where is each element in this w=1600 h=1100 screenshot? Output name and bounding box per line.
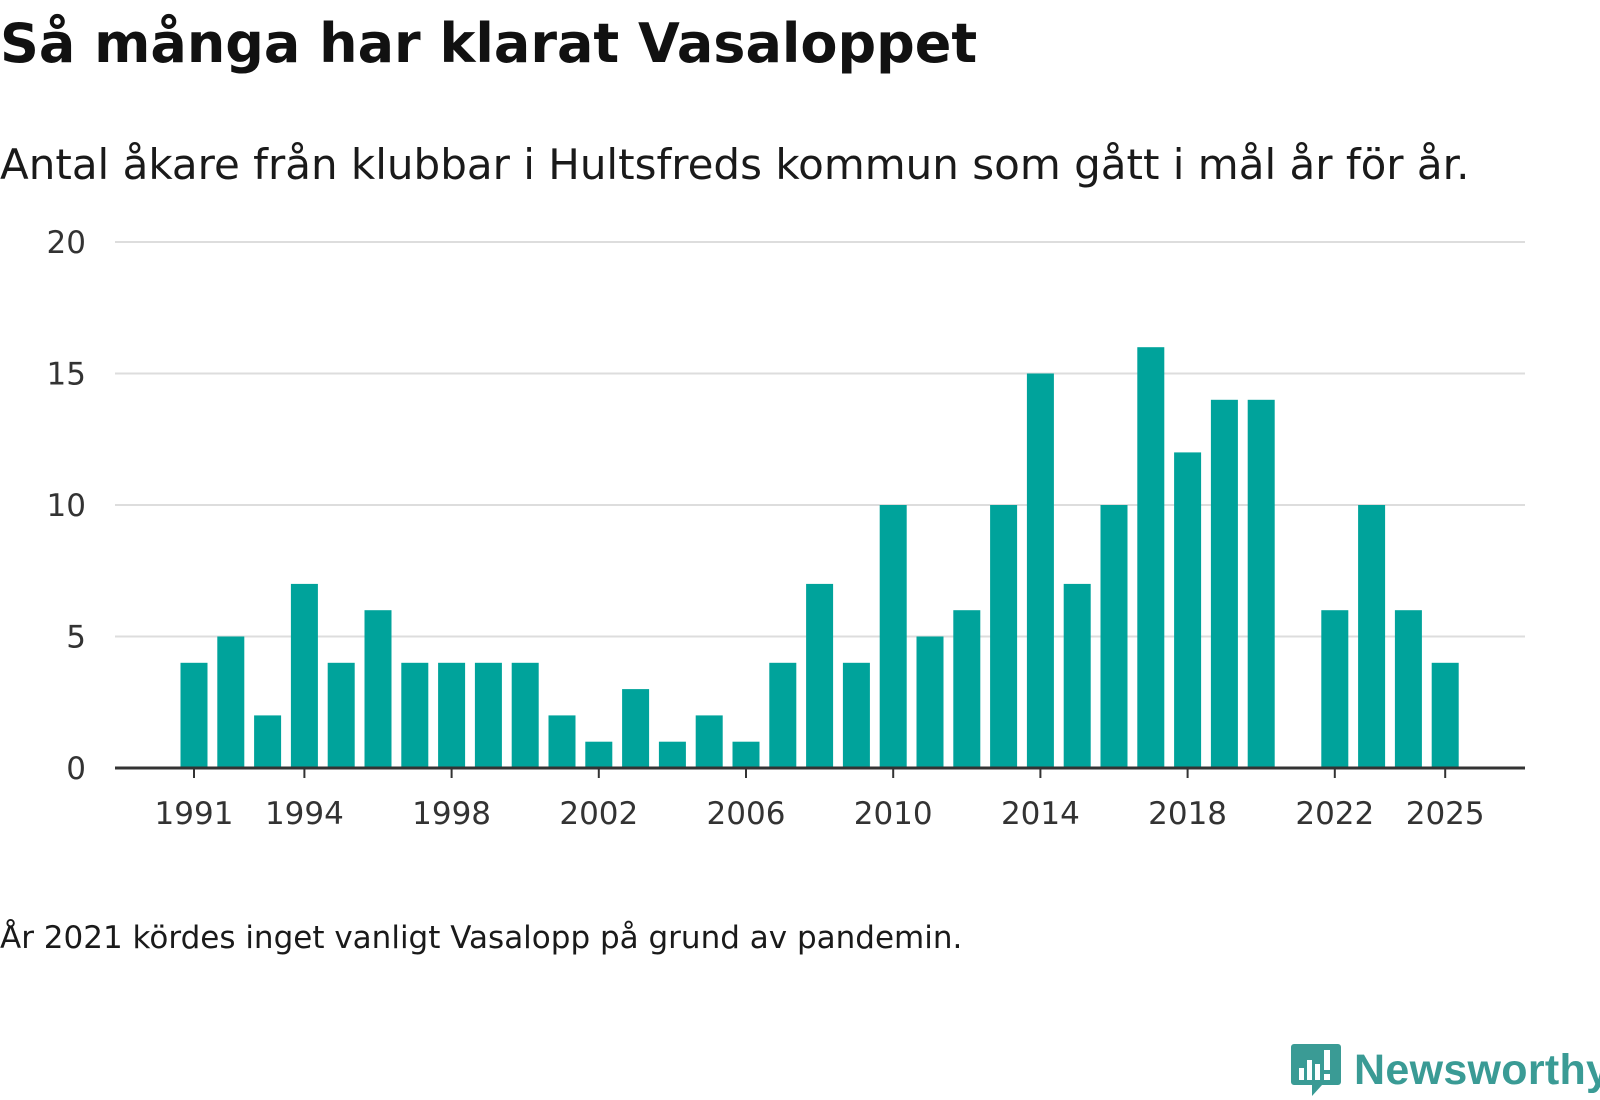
bar-1997 bbox=[401, 662, 429, 768]
gridlines bbox=[115, 241, 1525, 638]
x-tick-label: 2006 bbox=[707, 796, 786, 832]
bar-2018 bbox=[1174, 452, 1202, 768]
bar-1995 bbox=[327, 662, 355, 768]
bar-2012 bbox=[953, 610, 981, 768]
y-axis-labels: 0 5 10 15 20 bbox=[47, 225, 86, 787]
bar-2023 bbox=[1358, 505, 1386, 768]
x-tick-label: 2025 bbox=[1406, 796, 1485, 832]
y-tick-label: 5 bbox=[66, 620, 86, 656]
bar-2002 bbox=[585, 741, 613, 768]
bar-2006 bbox=[732, 741, 760, 768]
bar-chart: 1991 1994 1998 2002 2006 2010 2014 2018 2022 2025… bbox=[47, 225, 1525, 832]
y-tick-label: 20 bbox=[47, 225, 86, 261]
bar-2013 bbox=[990, 505, 1018, 768]
bar-2003 bbox=[622, 689, 650, 768]
x-tick-label: 2018 bbox=[1148, 796, 1227, 832]
footnote: År 2021 kördes inget vanligt Vasalopp på… bbox=[0, 920, 963, 956]
brand-logo: Newsworthy bbox=[1290, 1040, 1600, 1100]
chart-subtitle: Antal åkare från klubbar i Hultsfreds ko… bbox=[0, 140, 1470, 189]
x-tick-label: 2022 bbox=[1295, 796, 1374, 832]
bars bbox=[180, 347, 1459, 768]
bar-2015 bbox=[1063, 583, 1091, 768]
x-tick-label: 1991 bbox=[155, 796, 234, 832]
bar-1991 bbox=[180, 662, 208, 768]
bar-2017 bbox=[1137, 347, 1165, 768]
bar-2000 bbox=[511, 662, 539, 768]
x-tick-label: 1994 bbox=[265, 796, 344, 832]
bar-2004 bbox=[658, 741, 686, 768]
bar-2010 bbox=[879, 505, 907, 768]
bar-2020 bbox=[1247, 399, 1275, 768]
x-tick-label: 1998 bbox=[412, 796, 491, 832]
bar-2022 bbox=[1321, 610, 1349, 768]
x-tick-label: 2014 bbox=[1001, 796, 1080, 832]
bar-1993 bbox=[254, 715, 282, 768]
bar-2008 bbox=[806, 583, 834, 768]
bar-2001 bbox=[548, 715, 576, 768]
bar-2016 bbox=[1100, 505, 1128, 768]
bar-2011 bbox=[916, 636, 944, 768]
bar-2009 bbox=[842, 662, 870, 768]
bar-2025 bbox=[1431, 662, 1459, 768]
bar-1999 bbox=[474, 662, 502, 768]
bar-chart-speech-bubble-icon bbox=[1291, 1044, 1341, 1096]
chart-title: Så många har klarat Vasaloppet bbox=[0, 12, 978, 75]
bar-2005 bbox=[695, 715, 723, 768]
bar-2007 bbox=[769, 662, 797, 768]
bar-2014 bbox=[1026, 373, 1054, 768]
bar-1998 bbox=[438, 662, 466, 768]
bar-1994 bbox=[290, 583, 318, 768]
y-tick-label: 0 bbox=[66, 751, 86, 787]
brand-name: Newsworthy bbox=[1354, 1045, 1600, 1094]
x-tick-label: 2002 bbox=[559, 796, 638, 832]
bar-1996 bbox=[364, 610, 392, 768]
bar-2024 bbox=[1394, 610, 1422, 768]
bar-1992 bbox=[217, 636, 245, 768]
bar-2019 bbox=[1210, 399, 1238, 768]
x-axis: 1991 1994 1998 2002 2006 2010 2014 2018 2022 2025 bbox=[115, 766, 1525, 832]
y-tick-label: 10 bbox=[47, 488, 86, 524]
x-tick-label: 2010 bbox=[854, 796, 933, 832]
y-tick-label: 15 bbox=[47, 357, 86, 393]
